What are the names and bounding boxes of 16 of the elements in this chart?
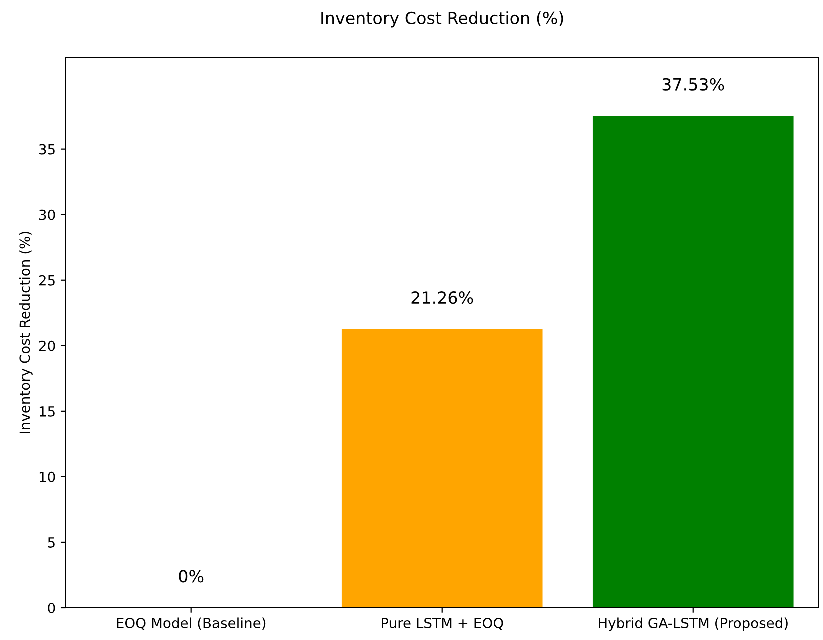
y-tick-label: 5 (48, 538, 55, 548)
data-label: 0% (179, 570, 204, 583)
y-tick-label: 0 (48, 602, 56, 614)
data-label: 37.53% (662, 78, 724, 91)
data-label: 21.26% (412, 292, 474, 304)
y-tick-label: 10 (40, 472, 56, 482)
x-tick-label: EOQ Model (Baseline) (117, 618, 266, 630)
y-tick-label: 15 (40, 406, 55, 417)
y-tick-label: 30 (40, 210, 56, 220)
x-tick-label: Hybrid GA-LSTM (Proposed) (599, 618, 788, 632)
chart-title: Inventory Cost Reduction (%) (322, 12, 564, 28)
y-axis-title: Inventory Cost Reduction (%) (19, 232, 33, 434)
y-tick-label: 35 (40, 144, 55, 155)
y-tick-label: 20 (39, 340, 56, 352)
y-tick-label: 25 (39, 275, 55, 286)
x-tick-label: Pure LSTM + EOQ (382, 618, 504, 630)
